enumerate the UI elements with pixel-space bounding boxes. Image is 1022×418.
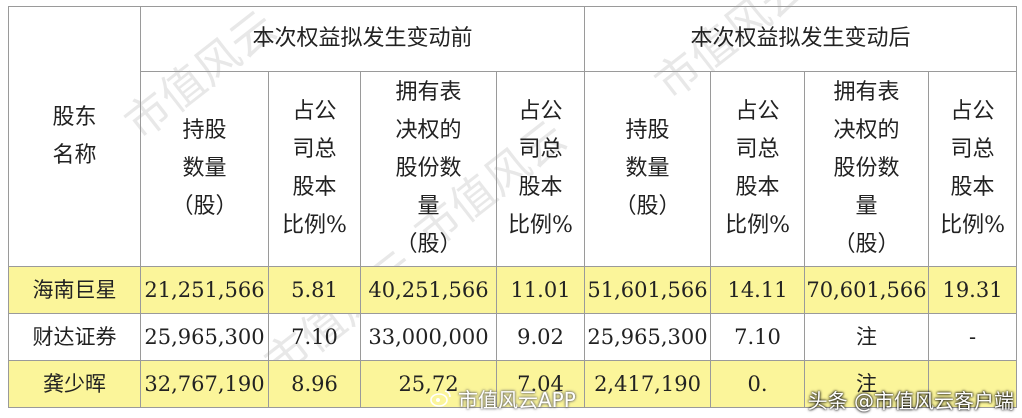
header-line: 比例%: [725, 213, 790, 238]
header-line: 占公: [735, 99, 780, 124]
header-line: 股本: [950, 175, 995, 200]
header-line: 量: [855, 194, 878, 219]
table-cell: 注: [804, 313, 930, 361]
table-cell: 32,767,190: [140, 360, 269, 408]
column-subheaders: 持股数量 （股） 占公司总股本比例% 拥有表决权的股份数量 （股） 占公司总股本比例…: [9, 71, 1018, 267]
header-line: 决权的: [395, 118, 462, 143]
header-line: 持股: [182, 118, 227, 143]
table-cell: 40,251,566: [360, 266, 497, 314]
source-overlay: 头条 @市值风云客户端: [808, 384, 1014, 414]
header-line: 比例%: [940, 213, 1005, 238]
source-label: 头条 @市值风云客户端: [807, 388, 1014, 413]
col-header-ratio-after: 占公司总股本比例%: [710, 71, 806, 267]
table-cell: 7.10: [268, 313, 361, 361]
header-line: 司总: [950, 137, 995, 162]
header-line: （股）: [171, 194, 238, 219]
shareholder-name-cell: 龚少晖: [8, 360, 141, 408]
col-header-ratio-before: 占公司总股本比例%: [268, 71, 361, 267]
header-line: 占公: [518, 99, 563, 124]
table-cell: 70,601,566: [804, 266, 930, 314]
col-header-shares-after: 持股数量 （股）: [584, 71, 712, 267]
header-line: 量: [417, 194, 440, 219]
header-line: 占公: [292, 99, 337, 124]
table-cell: 33,000,000: [360, 313, 497, 361]
col-header-shares-before: 持股数量 （股）: [140, 71, 269, 267]
table-cell: [928, 360, 1018, 408]
col-header-voting-ratio-before: 占公司总股本比例%: [495, 71, 586, 267]
shareholder-name-cell: 海南巨星: [8, 266, 141, 314]
header-line: 股本: [292, 175, 337, 200]
header-line: 占公: [950, 99, 995, 124]
header-line: 拥有表: [395, 80, 462, 105]
table-cell: 25,72: [360, 360, 497, 408]
app-label: 市值风云APP: [458, 387, 576, 412]
header-line: 股本: [735, 175, 780, 200]
col-header-voting-shares-before: 拥有表决权的股份数量 （股）: [360, 71, 497, 267]
table-row: 海南巨星 21,251,566 5.81 40,251,566 11.01 51,601,…: [8, 266, 1018, 314]
col-header-voting-ratio-after: 占公司总股本比例%: [928, 71, 1018, 267]
table-cell: 2,417,190: [584, 360, 712, 408]
header-line: 股本: [518, 175, 563, 200]
table-cell: 9.02: [495, 313, 586, 361]
header-line: 司总: [735, 137, 780, 162]
weibo-icon: [430, 390, 451, 407]
table-row: 龚少晖 32,767,190 8.96 25,72 7.04 2,417,190 0. 注: [8, 360, 1018, 408]
header-line: 持股: [625, 118, 670, 143]
app-watermark-overlay: 市值风云APP: [430, 384, 576, 412]
table-cell: 7.04: [495, 360, 586, 408]
table-cell: 21,251,566: [140, 266, 269, 314]
header-line: 司总: [292, 137, 337, 162]
table-cell: 0.: [710, 360, 806, 408]
shareholding-table: 股东名称 本次权益拟发生变动前 本次权益拟发生变动后 持股数量 （股） 占公司总股…: [8, 6, 1018, 408]
col-header-voting-shares-after: 拥有表决权的股份数量 （股）: [804, 71, 930, 267]
header-line: 拥有表: [833, 80, 900, 105]
header-line: 比例%: [282, 213, 347, 238]
table-cell: 25,965,300: [584, 313, 712, 361]
group-header-before: 本次权益拟发生变动前: [139, 6, 586, 72]
group-header-after: 本次权益拟发生变动后: [584, 6, 1018, 72]
table-row: 财达证券 25,965,300 7.10 33,000,000 9.02 25,965,3…: [8, 313, 1018, 361]
header-line: 股份数: [395, 156, 462, 181]
table-cell: 5.81: [268, 266, 361, 314]
header-line: （股）: [395, 232, 462, 257]
shareholder-name-header: 股东名称: [8, 6, 141, 267]
table-cell: 19.31: [928, 266, 1018, 314]
table-cell: 14.11: [710, 266, 806, 314]
table-cell: 8.96: [268, 360, 361, 408]
table-cell: 11.01: [495, 266, 586, 314]
table-cell: 51,601,566: [584, 266, 712, 314]
header-line: 数量: [182, 156, 227, 181]
shareholder-name-cell: 财达证券: [8, 313, 141, 361]
header-line: 司总: [518, 137, 563, 162]
header-line: （股）: [614, 194, 681, 219]
shareholder-name-header-text: 股东名称: [52, 104, 97, 168]
header-line: 比例%: [508, 213, 573, 238]
header-line: 股份数: [833, 156, 900, 181]
header-line: 决权的: [833, 118, 900, 143]
table-cell: 25,965,300: [140, 313, 269, 361]
header-line: （股）: [833, 232, 900, 257]
header-line: 数量: [625, 156, 670, 181]
table-cell: -: [928, 313, 1018, 361]
table-cell: 7.10: [710, 313, 806, 361]
